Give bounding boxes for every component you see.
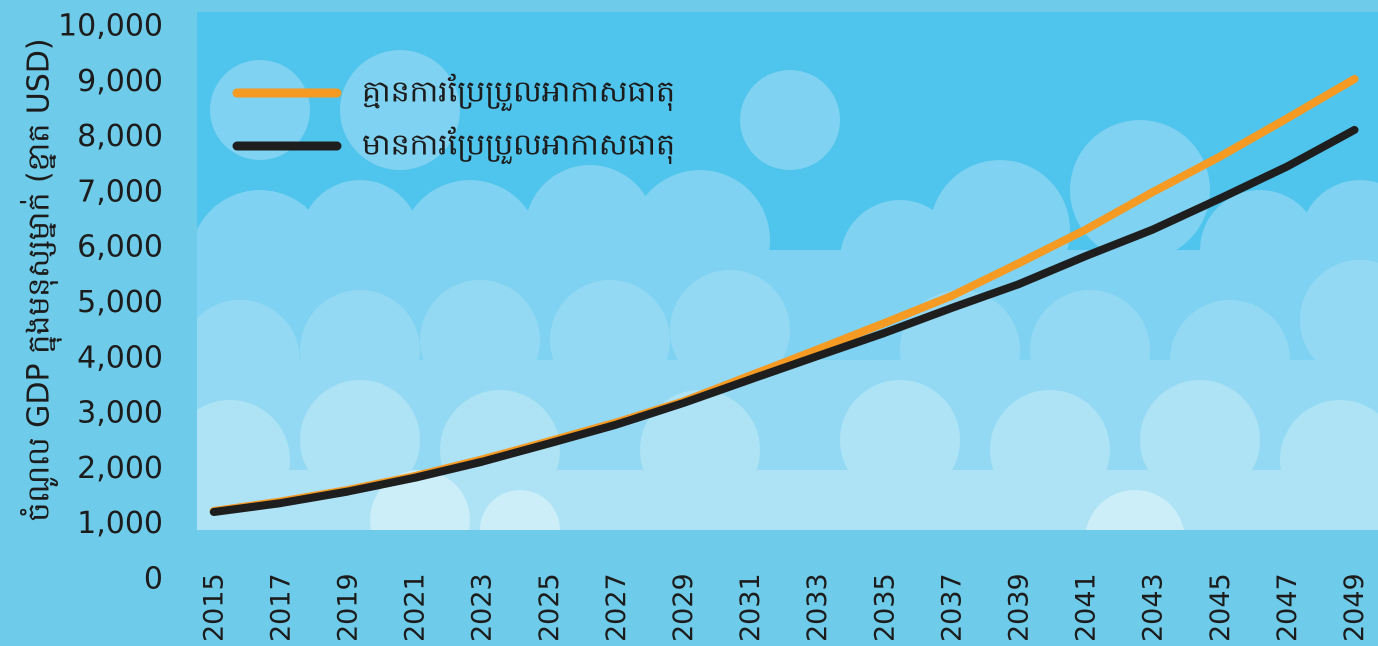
y-tick-label: 0 — [144, 562, 163, 597]
x-tick-label: 2035 — [869, 573, 900, 642]
x-tick-label: 2029 — [668, 573, 699, 642]
y-tick-label: 7,000 — [77, 174, 163, 209]
chart: ចំណូល GDP ក្នុងមនុស្សម្នាក់ (ខ្នាត USD) … — [0, 0, 1378, 646]
y-tick-label: 6,000 — [77, 230, 163, 265]
y-tick-label: 8,000 — [77, 119, 163, 154]
x-tick-label: 2023 — [467, 573, 498, 642]
x-tick-label: 2025 — [534, 573, 565, 642]
x-tick-label: 2049 — [1339, 573, 1370, 642]
x-tick-label: 2039 — [1004, 573, 1035, 642]
y-tick-label: 2,000 — [77, 451, 163, 486]
x-tick-label: 2019 — [332, 573, 363, 642]
x-tick-label: 2045 — [1205, 573, 1236, 642]
x-tick-label: 2043 — [1138, 573, 1169, 642]
x-tick-label: 2033 — [802, 573, 833, 642]
x-tick-label: 2015 — [198, 573, 229, 642]
y-tick-label: 5,000 — [77, 285, 163, 320]
x-tick-label: 2027 — [601, 573, 632, 642]
y-tick-label: 9,000 — [77, 64, 163, 99]
y-tick-label: 1,000 — [77, 506, 163, 541]
x-tick-label: 2041 — [1071, 573, 1102, 642]
x-tick-label: 2037 — [936, 573, 967, 642]
x-tick-label: 2021 — [400, 573, 431, 642]
legend-label: គ្មានការប្រែប្រួលអាកាសធាតុ — [362, 74, 675, 112]
y-axis-title: ចំណូល GDP ក្នុងមនុស្សម្នាក់ (ខ្នាត USD) — [20, 38, 63, 521]
x-tick-label: 2031 — [735, 573, 766, 642]
x-tick-label: 2017 — [265, 573, 296, 642]
x-tick-label: 2047 — [1272, 573, 1303, 642]
y-tick-label: 10,000 — [58, 9, 163, 44]
legend-label: មានការប្រែប្រួលអាកាសធាតុ — [362, 127, 675, 165]
y-tick-label: 4,000 — [77, 340, 163, 375]
y-tick-label: 3,000 — [77, 396, 163, 431]
